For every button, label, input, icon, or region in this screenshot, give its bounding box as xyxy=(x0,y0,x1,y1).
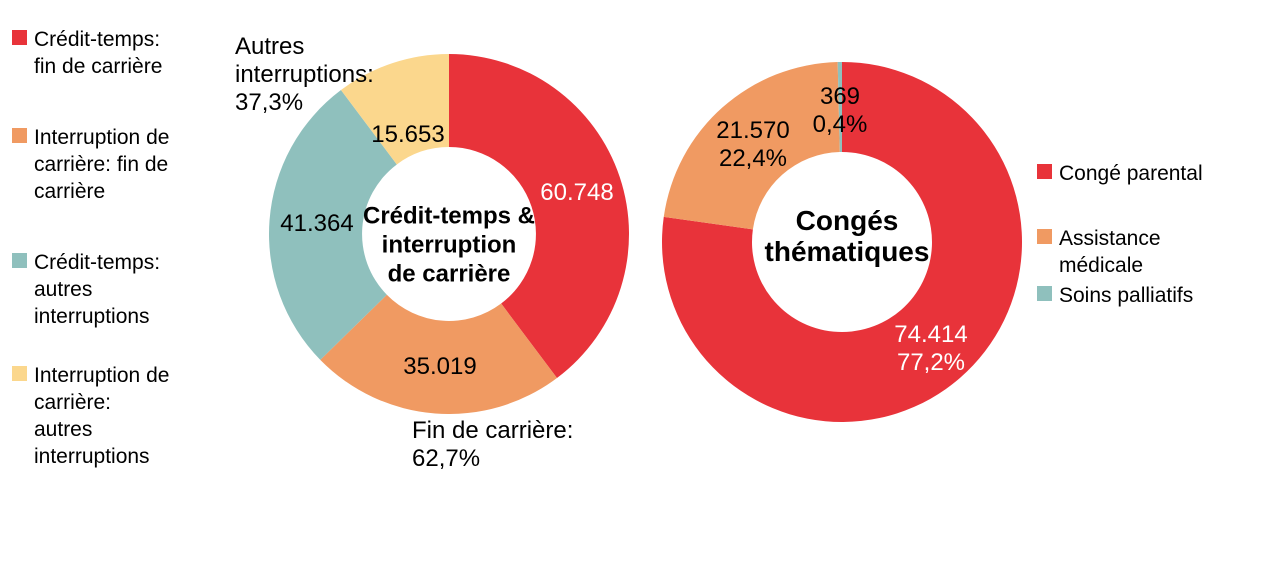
legend-item-credit-temps-fin-carriere: Crédit-temps: fin de carrière xyxy=(12,26,227,80)
legend-item-soins-palliatifs: Soins palliatifs xyxy=(1037,282,1257,309)
legend-swatch-red xyxy=(12,30,27,45)
legend-swatch-orange xyxy=(12,128,27,143)
donut-slice xyxy=(663,62,840,230)
legend-label: Soins palliatifs xyxy=(1059,284,1194,307)
legend-item-conge-parental: Congé parental xyxy=(1037,160,1257,187)
donut-slice xyxy=(449,54,629,379)
slice-value-assistance-medicale: 21.570 22,4% xyxy=(716,117,790,172)
legend-label: Crédit-temps: fin de carrière xyxy=(34,28,163,78)
donut-credit-temps-interruption xyxy=(269,54,629,414)
donut-slice xyxy=(662,62,1022,422)
donut-right-title: Congés thématiques xyxy=(764,205,930,267)
legend-label: Interruption de carrière: autres interru… xyxy=(34,364,170,468)
annotation-fin-de-carriere: Fin de carrière: 62,7% xyxy=(412,417,574,472)
slice-value-credit-temps-fin: 60.748 xyxy=(540,179,614,206)
legend-item-interruption-autres: Interruption de carrière: autres interru… xyxy=(12,362,227,470)
donut-left-title: Crédit-temps & interruption de carrière xyxy=(362,202,536,288)
annotation-autres-interruptions: Autres interruptions: 37,3% xyxy=(235,33,374,116)
donut-slice xyxy=(269,90,397,360)
slice-value-credit-temps-autres: 41.364 xyxy=(280,210,354,237)
legend-item-interruption-fin-carriere: Interruption de carrière: fin de carrièr… xyxy=(12,124,227,205)
legend-swatch-orange xyxy=(1037,229,1052,244)
legend-label: Assistance médicale xyxy=(1059,227,1161,277)
legend-swatch-red xyxy=(1037,164,1052,179)
slice-value-interruption-autres: 15.653 xyxy=(371,121,445,148)
legend-swatch-teal xyxy=(1037,286,1052,301)
donut-slice xyxy=(837,62,842,153)
legend-swatch-teal xyxy=(12,253,27,268)
donut-slice xyxy=(340,54,449,165)
donut-conges-thematiques xyxy=(662,62,1022,422)
slice-value-interruption-fin: 35.019 xyxy=(403,353,477,380)
legend-label: Interruption de carrière: fin de carrièr… xyxy=(34,126,170,203)
slice-value-conge-parental: 74.414 77,2% xyxy=(894,321,968,376)
legend-swatch-yellow xyxy=(12,366,27,381)
legend-label: Congé parental xyxy=(1059,162,1203,185)
legend-item-credit-temps-autres: Crédit-temps: autres interruptions xyxy=(12,249,227,330)
donut-slice xyxy=(320,294,557,414)
legend-label: Crédit-temps: autres interruptions xyxy=(34,251,161,328)
slice-value-soins-palliatifs: 369 0,4% xyxy=(812,83,868,138)
legend-item-assistance-medicale: Assistance médicale xyxy=(1037,225,1257,279)
